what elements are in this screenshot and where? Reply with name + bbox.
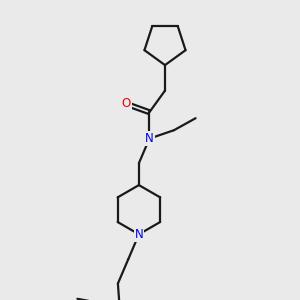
Text: O: O xyxy=(122,97,130,110)
Text: N: N xyxy=(145,132,154,145)
Text: N: N xyxy=(134,228,143,241)
